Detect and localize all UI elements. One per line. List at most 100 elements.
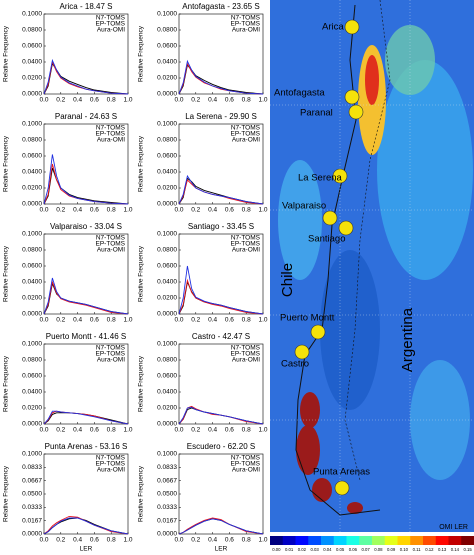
x-tick-label: 0.2 (191, 97, 200, 104)
city-marker (344, 19, 360, 35)
y-tick-label: 0.0000 (22, 311, 42, 318)
city-label: La Serena (298, 173, 343, 184)
legend-label: Aura-OMI (97, 137, 125, 144)
colorbar-swatch (410, 536, 424, 545)
x-tick-label: 0.4 (208, 207, 217, 214)
y-tick-label: 0.0667 (22, 477, 42, 484)
y-tick-label: 0.0833 (157, 464, 177, 471)
colorbar-swatch (359, 536, 373, 545)
y-tick-label: 0.0500 (22, 491, 42, 498)
x-tick-label: 0.8 (242, 207, 251, 214)
panel-title: Escudero - 62.20 S (187, 442, 255, 451)
colorbar-label: 0.05 (336, 547, 345, 552)
x-tick-label: 0.6 (225, 97, 234, 104)
x-tick-label: 0.0 (39, 207, 48, 214)
x-tick-label: 0.8 (242, 317, 251, 324)
plot-frame (178, 343, 264, 425)
colorbar-label: 0.15 (463, 547, 472, 552)
y-tick-label: 0.0600 (22, 43, 42, 50)
y-tick-label: 0.0200 (22, 185, 42, 192)
colorbar-label: 0.01 (285, 547, 294, 552)
y-tick-label: 0.0000 (157, 421, 177, 428)
x-tick-label: 0.0 (174, 427, 183, 434)
y-tick-label: 0.0667 (157, 477, 177, 484)
plot-frame (43, 123, 129, 205)
city-marker (310, 324, 326, 340)
panel-title: Paranal - 24.63 S (55, 112, 117, 121)
legend-label: EP-TOMS (96, 461, 126, 468)
y-axis-label: Relative Frequency (138, 465, 145, 522)
colorbar-swatch (295, 536, 309, 545)
y-tick-label: 0.0167 (22, 517, 42, 524)
colorbar-label: 0.00 (272, 547, 281, 552)
y-tick-label: 0.0000 (22, 201, 42, 208)
legend-label: EP-TOMS (231, 131, 261, 138)
map-region (300, 392, 320, 428)
colorbar-swatch (461, 536, 474, 545)
y-tick-label: 0.0333 (157, 504, 177, 511)
legend-label: N7-TOMS (96, 15, 126, 22)
y-tick-label: 0.0200 (157, 185, 177, 192)
plot-frame (178, 123, 264, 205)
y-tick-label: 0.0000 (157, 531, 177, 538)
legend-label: EP-TOMS (96, 351, 126, 358)
ler-map: Chile Argentina OMI LER Arica Antofagasta… (270, 0, 474, 532)
x-tick-label: 0.4 (73, 207, 82, 214)
y-tick-label: 0.0600 (157, 263, 177, 270)
panel: La Serena - 29.90 S Relative Frequency 0.0… (138, 112, 268, 214)
panel-title: Punta Arenas - 53.16 S (45, 442, 128, 451)
graticule (270, 0, 474, 532)
colorbar-swatch (270, 536, 284, 545)
colorbar-swatch (308, 536, 322, 545)
x-tick-label: 0.2 (191, 537, 200, 544)
colorbar-swatch (282, 536, 296, 545)
city-marker (332, 168, 348, 184)
x-tick-label: 0.8 (107, 427, 116, 434)
panel: Paranal - 24.63 S Relative Frequency 0.000… (3, 112, 133, 214)
panel: Punta Arenas - 53.16 S Relative Frequency… (3, 442, 133, 553)
map-region (278, 160, 322, 280)
y-tick-label: 0.0400 (157, 279, 177, 286)
x-tick-label: 0.4 (73, 317, 82, 324)
legend-label: Aura-OMI (232, 137, 260, 144)
colorbar-swatch (333, 536, 347, 545)
y-axis-label: Relative Frequency (3, 135, 10, 192)
plot-frame (178, 233, 264, 315)
x-tick-label: 0.6 (90, 97, 99, 104)
x-tick-label: 1.0 (258, 207, 267, 214)
colorbar-swatch (372, 536, 386, 545)
y-tick-label: 0.1000 (157, 11, 177, 18)
legend-label: N7-TOMS (231, 235, 261, 242)
panel: Valparaiso - 33.04 S Relative Frequency 0.… (3, 222, 133, 324)
series-line (43, 154, 129, 205)
y-axis-label: Relative Frequency (138, 25, 145, 82)
x-tick-label: 0.4 (208, 427, 217, 434)
colorbar-label: 0.02 (298, 547, 307, 552)
legend-label: N7-TOMS (96, 125, 126, 132)
country-label: Argentina (399, 307, 416, 372)
series-line (178, 406, 264, 425)
y-tick-label: 0.0500 (157, 491, 177, 498)
x-tick-label: 0.8 (242, 97, 251, 104)
legend-label: N7-TOMS (96, 235, 126, 242)
x-tick-label: 0.8 (107, 317, 116, 324)
x-tick-label: 0.8 (107, 537, 116, 544)
x-axis-label: LER (80, 546, 93, 553)
x-tick-label: 0.8 (107, 207, 116, 214)
x-tick-label: 0.6 (225, 427, 234, 434)
legend-label: EP-TOMS (231, 21, 261, 28)
y-tick-label: 0.0800 (22, 357, 42, 364)
y-tick-label: 0.0600 (157, 153, 177, 160)
colorbar-label: 0.10 (400, 547, 409, 552)
panel: Antofagasta - 23.65 S Relative Frequency 0… (138, 2, 268, 104)
x-tick-label: 0.8 (242, 427, 251, 434)
plot-frame (43, 233, 129, 315)
city-marker (348, 104, 364, 120)
y-tick-label: 0.1000 (22, 451, 42, 458)
colorbar-swatch (448, 536, 462, 545)
x-tick-label: 0.0 (174, 317, 183, 324)
plot-frame (43, 343, 129, 425)
